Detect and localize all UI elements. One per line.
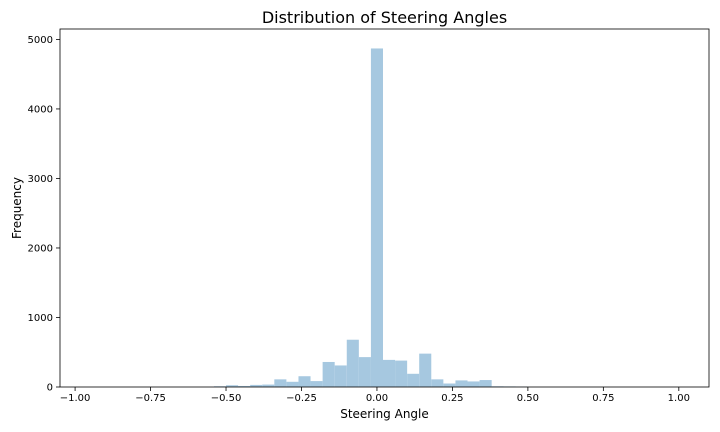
histogram-bar: [358, 357, 371, 387]
x-tick-label: −0.50: [211, 393, 242, 404]
x-tick-label: −0.75: [135, 393, 166, 404]
y-tick-label: 3000: [28, 174, 53, 185]
y-axis: 0 1000 2000 3000 4000 5000: [28, 35, 60, 394]
y-tick-label: 0: [47, 383, 53, 394]
histogram-bar: [298, 376, 311, 387]
histogram-bar: [443, 383, 456, 387]
x-tick-label: −1.00: [60, 393, 91, 404]
histogram-bar: [274, 379, 287, 387]
x-tick-label: 0.25: [441, 393, 463, 404]
histogram-bar: [382, 359, 396, 387]
y-tick-label: 2000: [28, 243, 53, 254]
x-tick-label: 1.00: [668, 393, 690, 404]
x-axis: −1.00 −0.75 −0.50 −0.25 0.00 0.25 0.50 0.75 1.00: [60, 387, 690, 404]
x-tick-label: 0.50: [517, 393, 539, 404]
histogram-bar: [310, 381, 323, 387]
histogram-bar: [322, 361, 335, 387]
histogram-bar: [431, 379, 444, 387]
y-axis-label: Frequency: [10, 177, 24, 239]
histogram-bar: [262, 384, 275, 387]
histogram-bar: [455, 380, 468, 387]
histogram-bar: [250, 384, 263, 387]
x-tick-label: 0.00: [366, 393, 388, 404]
chart-title: Distribution of Steering Angles: [262, 8, 507, 27]
histogram-bar: [419, 353, 432, 387]
histogram-bar: [334, 365, 347, 387]
histogram-bar: [407, 373, 420, 387]
histogram-bar: [479, 380, 492, 387]
histogram-bar: [346, 339, 359, 387]
y-tick-label: 1000: [28, 313, 53, 324]
bars-group: [213, 48, 528, 388]
x-tick-label: 0.75: [592, 393, 614, 404]
histogram-bar: [226, 385, 239, 387]
histogram-bar: [395, 360, 408, 387]
y-tick-label: 4000: [28, 104, 53, 115]
x-tick-label: −0.25: [286, 393, 317, 404]
y-tick-label: 5000: [28, 35, 53, 46]
x-axis-label: Steering Angle: [340, 407, 429, 421]
histogram-bar: [286, 381, 299, 387]
histogram-bar: [238, 385, 251, 387]
histogram-bar: [370, 48, 383, 388]
plot-area-frame: [59, 28, 710, 388]
histogram-bar: [467, 381, 480, 387]
